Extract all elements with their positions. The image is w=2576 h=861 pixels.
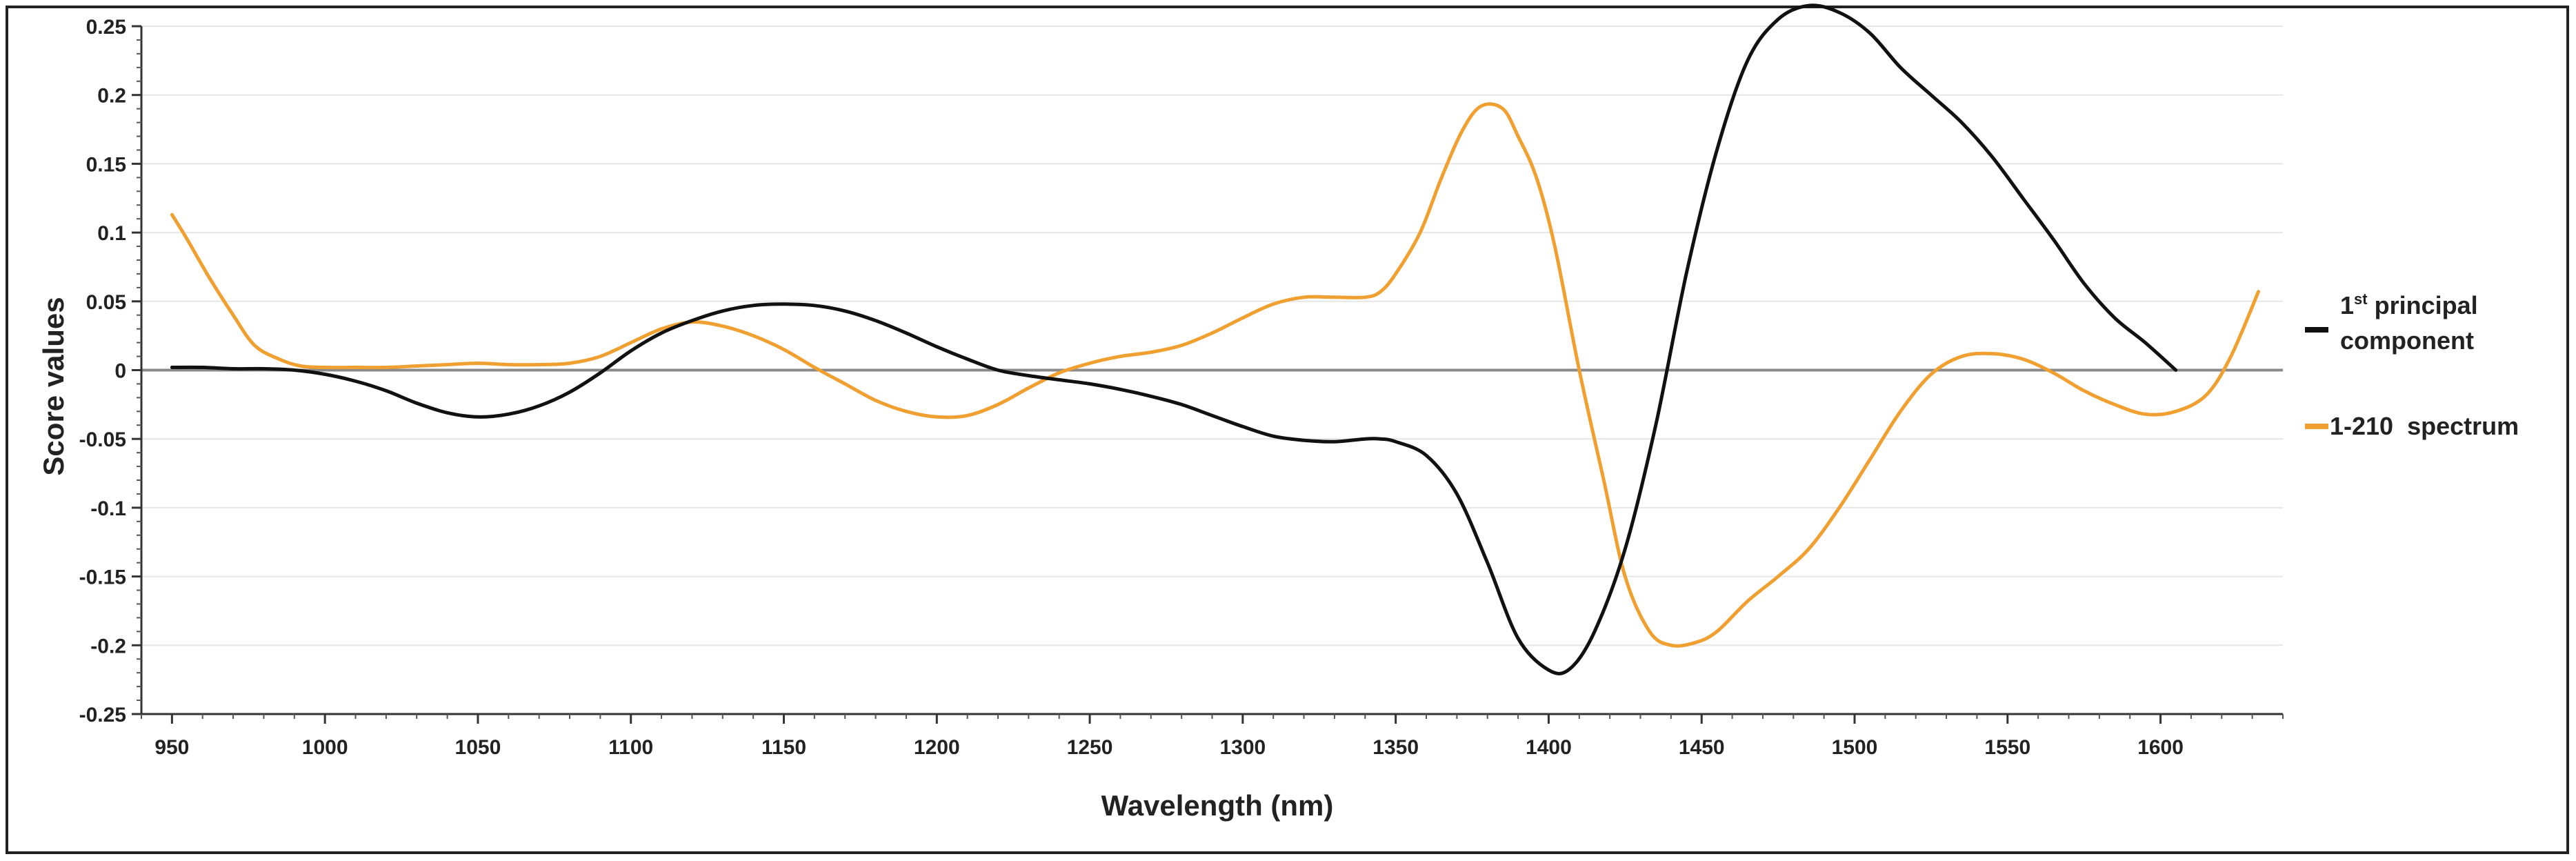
y-tick-label: -0.15 bbox=[79, 566, 126, 589]
legend-label-pc1: 1st principal bbox=[2340, 290, 2478, 319]
y-tick-label: -0.05 bbox=[79, 428, 126, 451]
x-tick-label: 1350 bbox=[1372, 736, 1419, 759]
x-tick-label: 1250 bbox=[1067, 736, 1113, 759]
x-tick-label: 1500 bbox=[1832, 736, 1878, 759]
figure-frame bbox=[6, 6, 2569, 854]
x-tick-label: 1150 bbox=[761, 736, 806, 759]
legend: 1st principal component 1-210 spectrum bbox=[2305, 290, 2519, 440]
y-tick-label: 0.05 bbox=[86, 291, 126, 314]
y-tick-label: 0.25 bbox=[86, 16, 126, 39]
legend-item-pc1: 1st principal component bbox=[2305, 290, 2478, 355]
y-tick-label: -0.1 bbox=[90, 497, 126, 520]
x-axis-title: Wavelength (nm) bbox=[1101, 789, 1334, 822]
y-axis-ticks: 0.25 0.2 0.15 0.1 0.05 0 -0.05 -0.1 -0.15 -0.2 -0.… bbox=[79, 16, 141, 726]
y-axis-title: Score values bbox=[37, 297, 70, 475]
series-line-pc1 bbox=[170, 3, 2178, 675]
series-layer bbox=[170, 3, 2260, 675]
x-tick-label: 950 bbox=[154, 736, 189, 759]
x-tick-label: 1300 bbox=[1219, 736, 1266, 759]
y-tick-label: 0.1 bbox=[97, 222, 126, 245]
y-tick-label: 0.15 bbox=[86, 153, 126, 176]
legend-pc1-rest: principal bbox=[2375, 291, 2478, 319]
x-tick-label: 1100 bbox=[608, 736, 653, 759]
y-tick-label: -0.2 bbox=[90, 635, 126, 657]
legend-label-pc1-line2: component bbox=[2340, 326, 2474, 355]
x-tick-label: 1050 bbox=[455, 736, 501, 759]
y-tick-label: 0 bbox=[114, 360, 126, 383]
legend-pc1-sup: st bbox=[2354, 290, 2368, 308]
y-tick-label: 0.2 bbox=[97, 85, 126, 108]
x-tick-label: 1550 bbox=[1984, 736, 2030, 759]
x-tick-label: 1400 bbox=[1526, 736, 1572, 759]
x-tick-label: 1600 bbox=[2137, 736, 2184, 759]
x-axis-ticks: 950 1000 1050 1100 1150 1200 1250 1300 1350 1400 1… bbox=[141, 714, 2284, 759]
legend-pc1-space bbox=[2368, 291, 2375, 319]
x-tick-label: 1450 bbox=[1679, 736, 1725, 759]
x-tick-label: 1000 bbox=[302, 736, 348, 759]
y-tick-label: -0.25 bbox=[79, 704, 126, 726]
x-tick-label: 1200 bbox=[914, 736, 960, 759]
legend-label-spectrum: 1-210 spectrum bbox=[2330, 412, 2519, 440]
legend-item-spectrum: 1-210 spectrum bbox=[2305, 412, 2519, 440]
series-line-spectrum bbox=[170, 102, 2260, 648]
legend-pc1-main: 1 bbox=[2340, 291, 2354, 319]
